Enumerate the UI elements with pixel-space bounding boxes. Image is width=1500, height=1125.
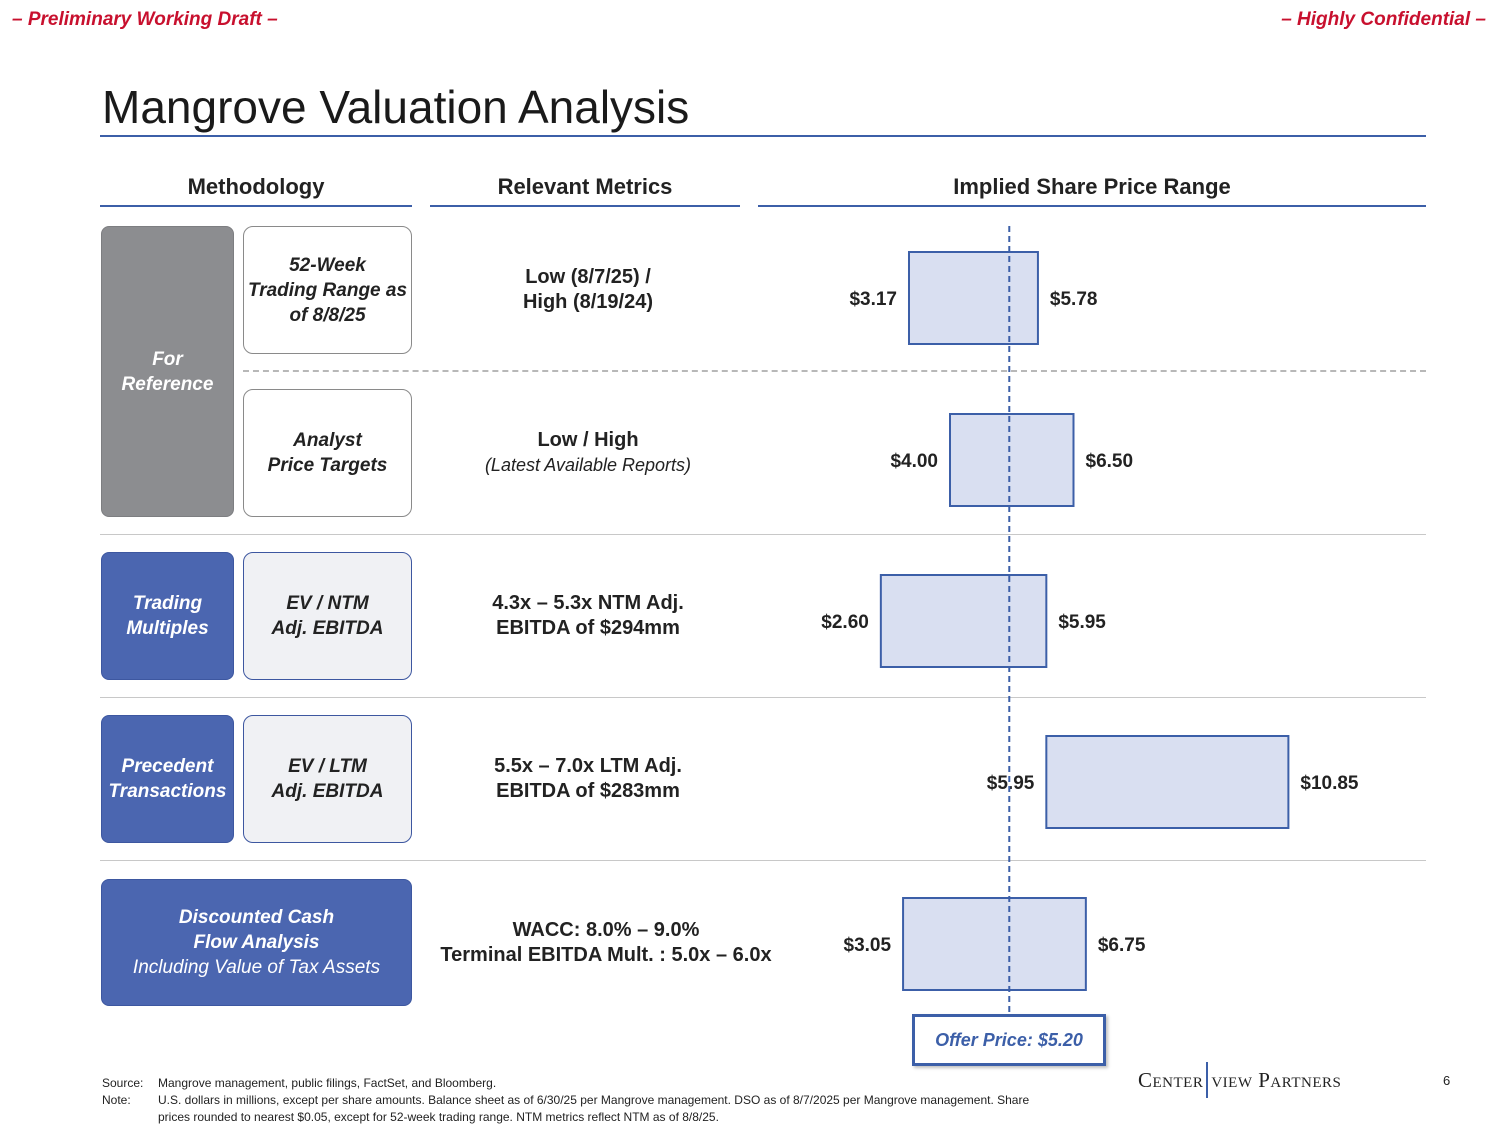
logo-divider <box>1206 1062 1209 1098</box>
row-separator <box>100 860 1426 861</box>
metric-ev-ltm-line2: EBITDA of $283mm <box>496 780 680 802</box>
metric-ev-ltm: 5.5x – 7.0x LTM Adj. EBITDA of $283mm <box>420 715 756 843</box>
range-bar <box>907 251 1039 345</box>
logo-left-text: Center <box>1138 1067 1204 1092</box>
methodology-52-week-line3: of 8/8/25 <box>289 304 366 326</box>
methodology-52-week-line2: Trading Range as <box>247 279 408 301</box>
reference-dashed-separator <box>243 370 1426 372</box>
note-line-2: prices rounded to nearest $0.05, except … <box>158 1110 719 1124</box>
column-header-metrics: Relevant Metrics <box>497 174 673 199</box>
metric-ev-ntm-line2: EBITDA of $294mm <box>496 617 680 639</box>
high-value-label: $10.85 <box>1300 773 1359 794</box>
column-header-methodology: Methodology <box>187 174 325 199</box>
row-separator <box>100 697 1426 698</box>
category-trading-line1: Trading <box>132 593 203 614</box>
methodology-dcf-line2: Flow Analysis <box>193 932 320 953</box>
low-value-label: $3.05 <box>844 935 892 956</box>
title-rule <box>100 135 1426 137</box>
methodology-ev-ltm: EV / LTM Adj. EBITDA <box>243 715 412 843</box>
metric-dcf-line1: WACC: 8.0% – 9.0% <box>512 919 700 941</box>
methodology-analyst-line1: Analyst <box>293 430 362 451</box>
metric-ev-ntm-line1: 4.3x – 5.3x NTM Adj. <box>492 592 684 614</box>
methodology-52-week-line1: 52-Week <box>289 254 366 276</box>
page-title: Mangrove Valuation Analysis <box>102 81 690 133</box>
note-key: Note: <box>102 1093 131 1107</box>
centerview-logo: Center view Partners <box>1138 1062 1341 1098</box>
source-text: Mangrove management, public filings, Fac… <box>158 1076 497 1090</box>
category-precedent-line2: Transactions <box>108 781 227 802</box>
category-reference-line2: Reference <box>121 373 214 395</box>
metric-dcf: WACC: 8.0% – 9.0% Terminal EBITDA Mult. … <box>416 879 796 1007</box>
methodology-dcf-sub: Including Value of Tax Assets <box>132 957 381 978</box>
metric-52-week: Low (8/7/25) / High (8/19/24) <box>420 226 756 354</box>
methodology-52-week: 52-Week Trading Range as of 8/8/25 <box>243 226 412 354</box>
note-line-1: U.S. dollars in millions, except per sha… <box>158 1093 1030 1107</box>
draft-label: – Preliminary Working Draft – <box>12 9 278 30</box>
metric-analyst: Low / High (Latest Available Reports) <box>420 389 756 517</box>
category-precedent-line1: Precedent <box>121 756 214 777</box>
high-value-label: $5.95 <box>1058 612 1106 633</box>
category-trading-multiples: Trading Multiples <box>101 552 234 680</box>
range-bar <box>949 413 1075 507</box>
low-value-label: $2.60 <box>821 612 869 633</box>
metric-52-week-line2: High (8/19/24) <box>522 291 654 313</box>
page-number: 6 <box>1443 1073 1451 1088</box>
methodology-ev-ltm-line1: EV / LTM <box>288 756 367 777</box>
methodology-dcf-line1: Discounted Cash <box>178 907 335 928</box>
methodology-ev-ntm: EV / NTM Adj. EBITDA <box>243 552 412 680</box>
category-precedent-transactions: Precedent Transactions <box>101 715 234 843</box>
methodology-ev-ntm-line2: Adj. EBITDA <box>271 618 384 639</box>
range-bar <box>879 574 1048 668</box>
low-value-label: $5.95 <box>987 773 1035 794</box>
confidential-label: – Highly Confidential – <box>1281 9 1486 30</box>
column-rule-metrics <box>430 205 740 207</box>
methodology-analyst-targets: Analyst Price Targets <box>243 389 412 517</box>
logo-right-text: view Partners <box>1211 1067 1342 1092</box>
row-separator <box>100 534 1426 535</box>
range-bar <box>1045 735 1290 829</box>
high-value-label: $5.78 <box>1050 289 1098 310</box>
metric-ev-ntm: 4.3x – 5.3x NTM Adj. EBITDA of $294mm <box>420 552 756 680</box>
column-header-range: Implied Share Price Range <box>953 174 1231 199</box>
metric-dcf-line2: Terminal EBITDA Mult. : 5.0x – 6.0x <box>440 944 772 966</box>
methodology-dcf: Discounted Cash Flow Analysis Including … <box>101 879 412 1006</box>
footnotes: Source: Mangrove management, public filin… <box>102 1075 1132 1125</box>
column-rule-range <box>758 205 1426 207</box>
methodology-analyst-line2: Price Targets <box>267 455 388 476</box>
metric-analyst-sub: (Latest Available Reports) <box>484 455 692 475</box>
metric-ev-ltm-line1: 5.5x – 7.0x LTM Adj. <box>494 755 682 777</box>
range-bar <box>902 897 1087 991</box>
low-value-label: $4.00 <box>890 451 938 472</box>
category-reference: For Reference <box>101 226 234 517</box>
column-rule-methodology <box>100 205 412 207</box>
offer-price-box: Offer Price: $5.20 <box>912 1014 1106 1066</box>
low-value-label: $3.17 <box>849 289 897 310</box>
source-key: Source: <box>102 1076 144 1090</box>
metric-analyst-line1: Low / High <box>537 429 639 451</box>
category-trading-line2: Multiples <box>126 618 209 639</box>
high-value-label: $6.75 <box>1098 935 1146 956</box>
methodology-ev-ntm-line1: EV / NTM <box>286 593 369 614</box>
metric-52-week-line1: Low (8/7/25) / <box>525 266 651 288</box>
methodology-ev-ltm-line2: Adj. EBITDA <box>271 781 384 802</box>
high-value-label: $6.50 <box>1086 451 1134 472</box>
category-reference-line1: For <box>152 348 183 370</box>
